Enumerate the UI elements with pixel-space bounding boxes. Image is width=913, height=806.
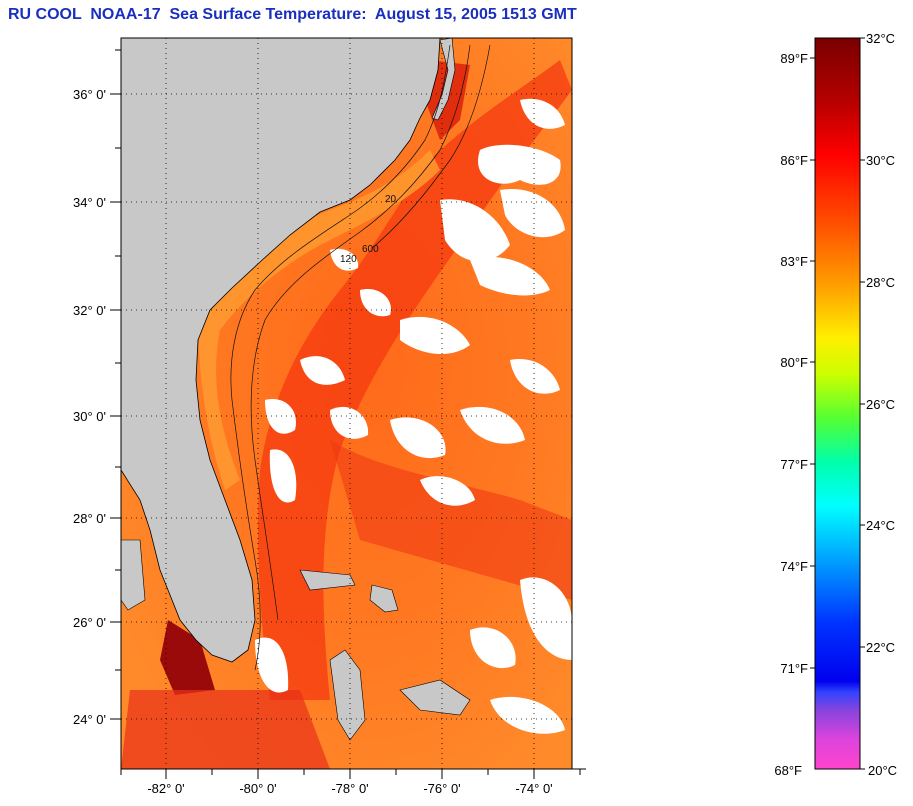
andros-island: [329, 649, 366, 741]
colorbar-c-label: 22°C: [866, 640, 895, 655]
colorbar-f-label: 74°F: [780, 559, 808, 574]
eleuthera-island: [399, 679, 471, 716]
latitude-labels: 36° 0' 34° 0' 32° 0' 30° 0' 28° 0' 26° 0…: [73, 87, 106, 727]
contour-label-600: 600: [362, 244, 379, 255]
colorbar-f-label: 89°F: [780, 51, 808, 66]
contour-label-20: 20: [385, 194, 397, 205]
colorbar-fahrenheit-labels: 89°F 86°F 83°F 80°F 77°F 74°F 71°F 68°F: [774, 51, 808, 778]
colorbar-f-label: 68°F: [774, 763, 802, 778]
colorbar-f-label: 77°F: [780, 457, 808, 472]
colorbar-celsius-labels: 32°C 30°C 28°C 26°C 24°C 22°C 20°C: [866, 31, 897, 778]
bathymetry-contours: [230, 44, 491, 671]
colorbar-ticks: [810, 37, 865, 770]
colorbar-c-label: 30°C: [866, 153, 895, 168]
colorbar-f-label: 71°F: [780, 661, 808, 676]
lon-label: -74° 0': [515, 781, 552, 796]
land-mass: [121, 38, 441, 663]
keys-warm-water: [121, 690, 330, 769]
west-florida-land: [121, 539, 146, 611]
x-ticks: [120, 769, 581, 779]
lon-label: -78° 0': [331, 781, 368, 796]
abaco-island: [369, 584, 399, 613]
nearshore-cool-water: [198, 150, 440, 490]
colorbar-c-label: 20°C: [868, 763, 897, 778]
map-area: 20 600 120: [121, 38, 572, 769]
warm-eddy: [330, 440, 572, 600]
lon-label: -82° 0': [147, 781, 184, 796]
lat-label: 36° 0': [73, 87, 106, 102]
colorbar-f-label: 80°F: [780, 355, 808, 370]
colorbar-f-label: 83°F: [780, 254, 808, 269]
lon-label: -80° 0': [239, 781, 276, 796]
lat-label: 30° 0': [73, 409, 106, 424]
contour-labels: 20 600 120: [340, 194, 397, 265]
cloud-cover: [255, 98, 572, 734]
y-ticks: [110, 49, 121, 720]
colorbar-f-label: 86°F: [780, 153, 808, 168]
lat-label: 32° 0': [73, 303, 106, 318]
lat-label: 28° 0': [73, 511, 106, 526]
outer-banks: [431, 38, 456, 121]
lon-label: -76° 0': [423, 781, 460, 796]
map-title: RU COOL NOAA-17 Sea Surface Temperature:…: [8, 6, 577, 23]
longitude-labels: -82° 0' -80° 0' -78° 0' -76° 0' -74° 0': [147, 781, 552, 796]
grand-bahama-island: [299, 569, 356, 591]
contour-label-120: 120: [340, 254, 357, 265]
lat-label: 24° 0': [73, 712, 106, 727]
colorbar-c-label: 32°C: [866, 31, 895, 46]
lat-label: 34° 0': [73, 195, 106, 210]
colorbar: [814, 37, 861, 770]
florida-bay-warm: [160, 620, 215, 695]
colorbar-c-label: 24°C: [866, 518, 895, 533]
colorbar-c-label: 28°C: [866, 275, 895, 290]
lat-label: 26° 0': [73, 615, 106, 630]
graticule: [121, 38, 572, 769]
colorbar-c-label: 26°C: [866, 397, 895, 412]
